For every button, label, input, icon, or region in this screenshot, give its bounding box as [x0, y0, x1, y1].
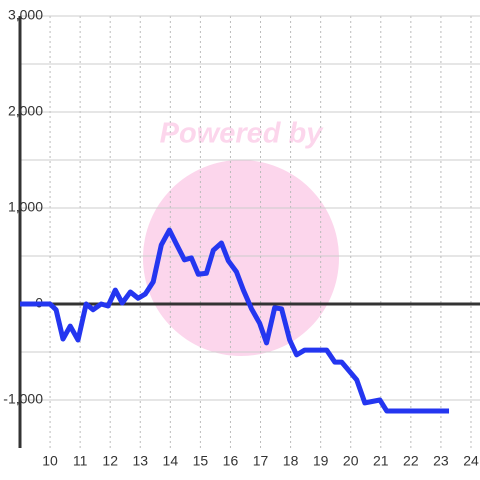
x-tick-label: 14 — [163, 453, 179, 469]
x-tick-label: 12 — [102, 453, 118, 469]
x-tick-label: 24 — [463, 453, 479, 469]
x-tick-label: 19 — [313, 453, 329, 469]
x-tick-label: 13 — [132, 453, 148, 469]
x-tick-label: 23 — [433, 453, 449, 469]
y-tick-label: 3,000 — [8, 7, 43, 23]
x-tick-label: 20 — [343, 453, 359, 469]
x-tick-label: 18 — [283, 453, 299, 469]
x-tick-label: 22 — [403, 453, 419, 469]
watermark-logo — [143, 160, 339, 356]
x-tick-label: 16 — [223, 453, 239, 469]
x-tick-label: 11 — [73, 453, 88, 469]
data-line — [20, 227, 450, 414]
watermark: Powered by — [160, 118, 325, 150]
x-tick-label: 15 — [193, 453, 209, 469]
y-tick-label: -1,000 — [3, 391, 43, 407]
x-tick-label: 10 — [42, 453, 58, 469]
x-tick-label: 21 — [373, 453, 389, 469]
y-tick-label: 1,000 — [8, 199, 43, 215]
y-tick-label: 2,000 — [8, 103, 43, 119]
x-tick-label: 17 — [253, 453, 269, 469]
